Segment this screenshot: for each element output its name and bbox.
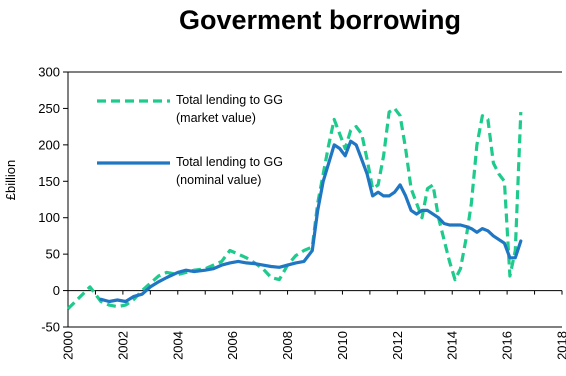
series-line-nominal-value — [99, 139, 523, 304]
y-tick-label: 150 — [38, 174, 60, 189]
y-tick-label: 200 — [38, 137, 60, 152]
x-tick-label: 2002 — [115, 331, 130, 360]
legend-label: Total lending to GG — [176, 155, 283, 169]
legend-label-sub: (nominal value) — [176, 173, 261, 187]
chart-title: Goverment borrowing — [179, 5, 461, 35]
y-tick-label: 250 — [38, 101, 60, 116]
x-tick-label: 2010 — [335, 331, 350, 360]
x-tick-label: 2000 — [61, 331, 76, 360]
x-tick-label: 2012 — [390, 331, 405, 360]
x-tick-label: 2014 — [445, 331, 460, 360]
y-tick-label: 300 — [38, 65, 60, 80]
x-tick-label: 2006 — [225, 331, 240, 360]
x-tick-label: 2008 — [280, 331, 295, 360]
legend: Total lending to GG (market value) Total l… — [97, 93, 283, 187]
x-tick-label: 2004 — [170, 331, 185, 360]
legend-label-sub: (market value) — [176, 111, 256, 125]
x-tick-label: 2018 — [555, 331, 566, 360]
y-axis-label: £billion — [3, 160, 18, 200]
series-line-market-value — [66, 106, 523, 310]
legend-label: Total lending to GG — [176, 93, 283, 107]
y-tick-label: 50 — [46, 247, 60, 262]
y-tick-label: 100 — [38, 210, 60, 225]
y-tick-label: -50 — [41, 320, 60, 335]
series-layer — [66, 106, 523, 310]
x-tick-label: 2016 — [500, 331, 515, 360]
y-tick-label: 0 — [53, 283, 60, 298]
